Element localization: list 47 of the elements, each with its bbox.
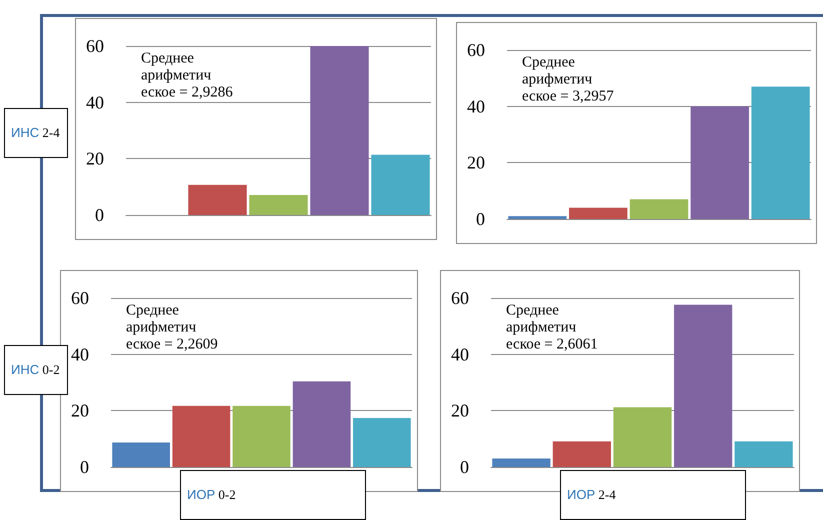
y-tick-label: 60: [467, 40, 485, 60]
y-tick-label: 0: [460, 457, 469, 477]
x-axis-title: ИОР 0-2: [187, 487, 236, 502]
x-axis-title: ИОР 2-4: [567, 487, 616, 502]
y-tick-label: 0: [80, 457, 89, 477]
bar: [353, 418, 411, 467]
bar: [613, 407, 672, 467]
bar: [508, 216, 567, 219]
y-tick-label: 20: [451, 400, 469, 421]
y-tick-label: 0: [476, 209, 485, 229]
label-box: ИНС 2-4: [4, 108, 68, 158]
annotation: Среднее арифметическое = 2,2609: [126, 302, 218, 352]
label-box: ИОР 2-4: [560, 470, 746, 520]
bar: [690, 106, 749, 219]
bar: [188, 184, 247, 215]
y-axis-title: ИНС 2-4: [11, 125, 60, 140]
y-tick-label: 20: [86, 148, 104, 169]
bar: [172, 406, 230, 467]
annotation: Среднее арифметическое = 2,9286: [141, 50, 234, 100]
annotation: Среднее арифметическое = 2,6061: [506, 302, 598, 352]
y-tick-label: 20: [467, 152, 485, 173]
y-tick-label: 60: [71, 288, 89, 308]
y-tick-label: 20: [71, 400, 89, 421]
bar: [371, 154, 430, 215]
bar: [734, 441, 793, 467]
bar: [292, 381, 351, 467]
y-axis-title: ИНС 0-2: [11, 362, 60, 377]
annotation: Среднее арифметическое = 3,2957: [522, 54, 614, 104]
y-tick-label: 0: [95, 205, 104, 225]
bar: [310, 46, 369, 215]
bar: [674, 304, 732, 467]
y-tick-label: 60: [86, 36, 104, 56]
bar: [492, 458, 550, 467]
bar: [630, 199, 688, 219]
bar: [552, 441, 611, 467]
bar: [249, 195, 308, 215]
bar: [751, 86, 810, 219]
y-tick-label: 40: [451, 344, 469, 364]
label-box: ИОР 0-2: [180, 470, 366, 520]
y-tick-label: 40: [71, 344, 89, 364]
label-box: ИНС 0-2: [4, 345, 68, 395]
bar: [112, 442, 170, 467]
y-tick-label: 60: [451, 288, 469, 308]
bar: [569, 208, 628, 219]
y-tick-label: 40: [86, 92, 104, 112]
y-tick-label: 40: [467, 96, 485, 116]
bar: [232, 406, 290, 467]
